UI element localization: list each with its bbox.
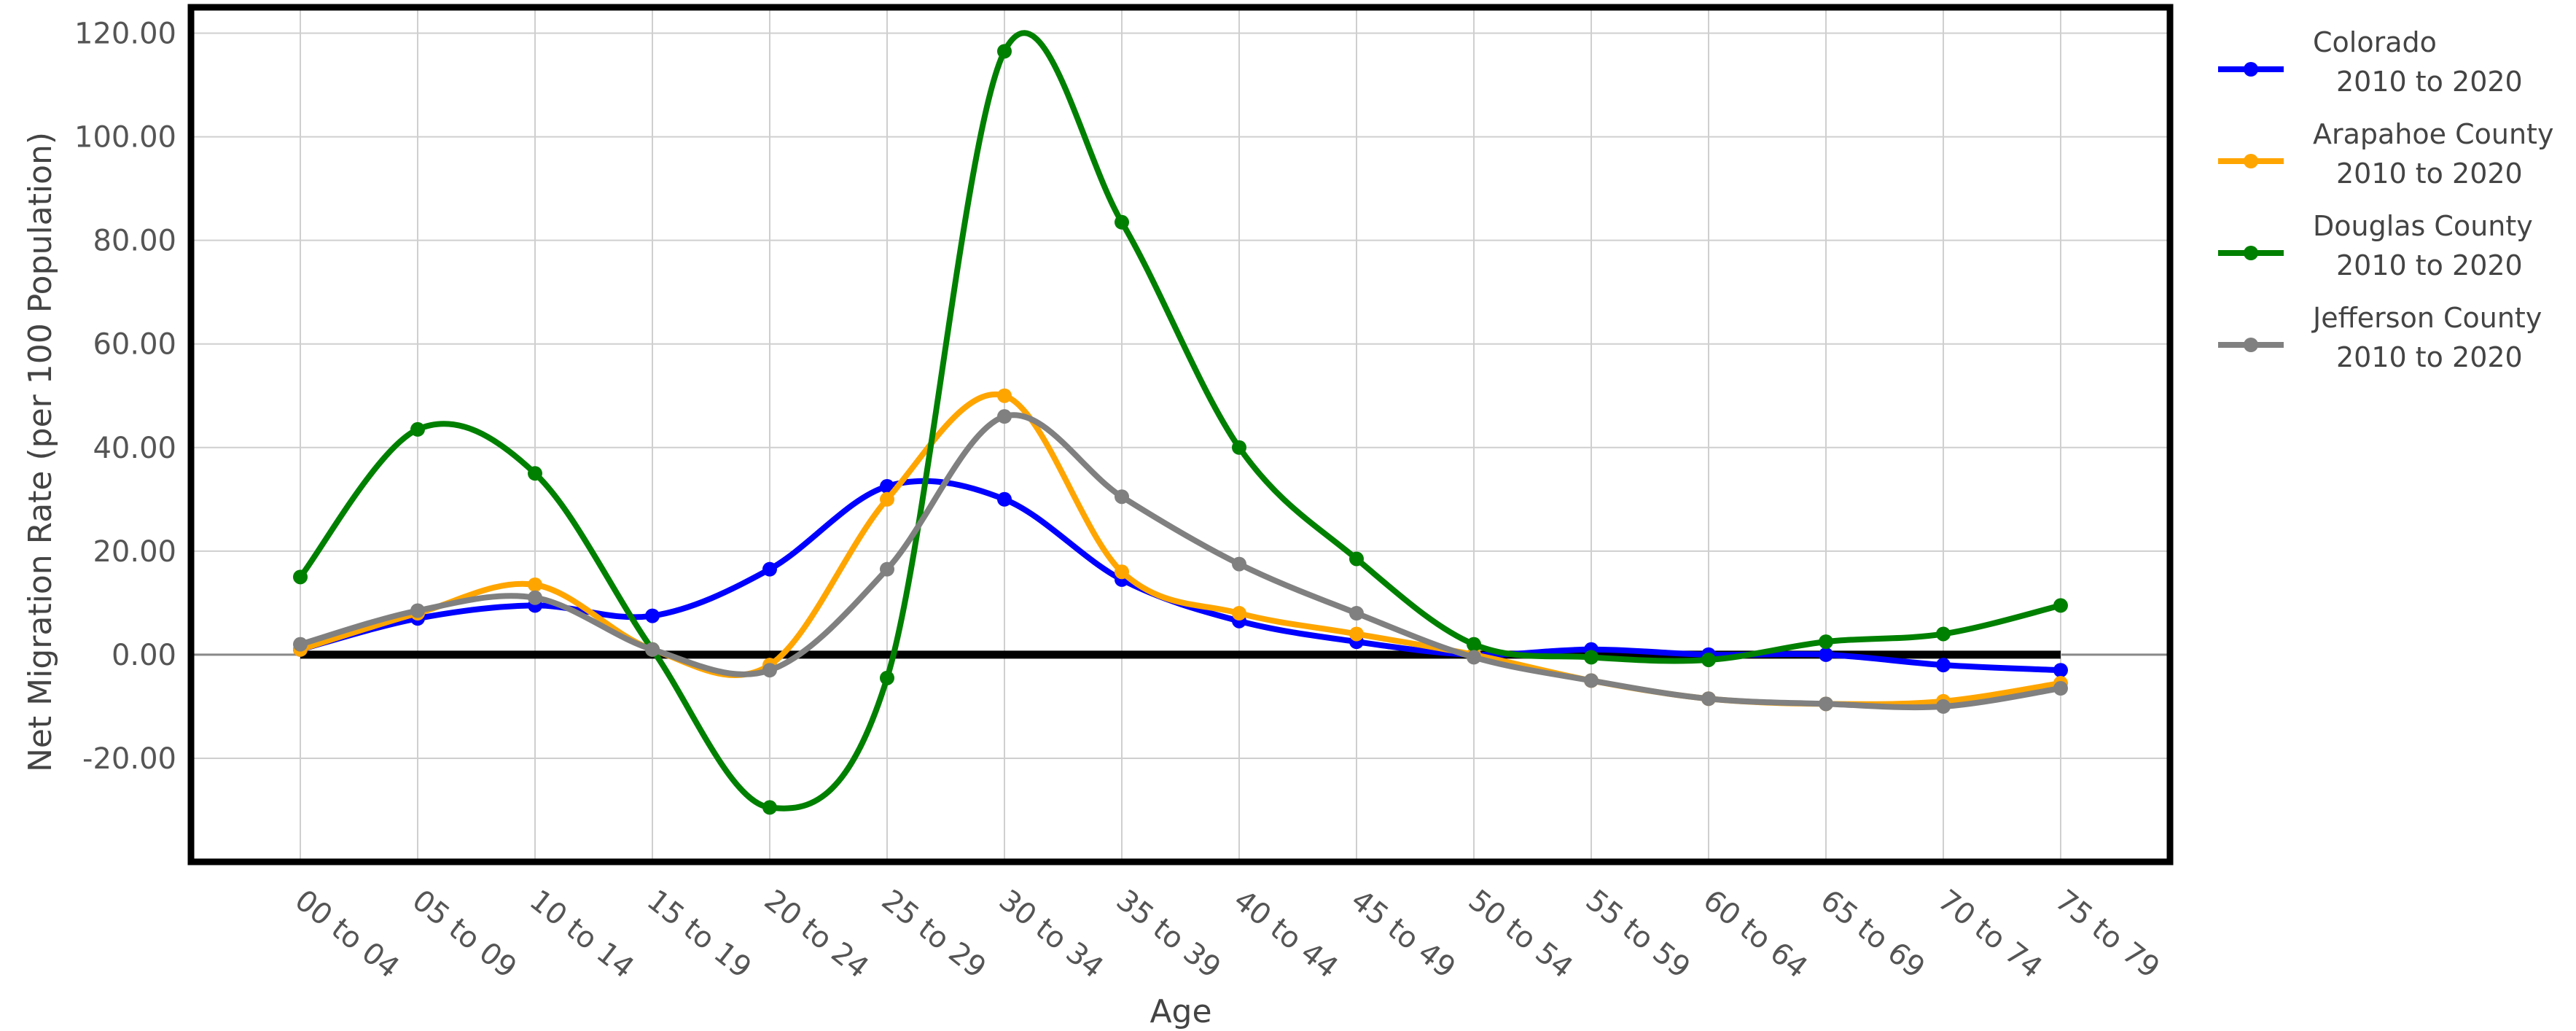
data-point[interactable] xyxy=(2053,681,2068,696)
data-point[interactable] xyxy=(293,569,308,585)
data-point[interactable] xyxy=(293,637,308,652)
data-point[interactable] xyxy=(1232,556,1246,572)
x-tick-label: 45 to 49 xyxy=(1345,884,1461,985)
data-point[interactable] xyxy=(1819,696,1833,712)
x-tick-label: 50 to 54 xyxy=(1462,884,1579,985)
y-axis-ticks: -20.00 0.00 20.00 40.00 60.00 80.00 100.00 120.… xyxy=(74,17,176,776)
x-tick-label: 70 to 74 xyxy=(1932,884,2048,985)
series-arapahoe-county xyxy=(293,388,2068,712)
legend-series-period: 2010 to 2020 xyxy=(2336,249,2523,281)
data-point[interactable] xyxy=(1584,650,1599,665)
data-point[interactable] xyxy=(1701,652,1716,667)
data-point[interactable] xyxy=(880,670,894,685)
data-point[interactable] xyxy=(762,561,777,577)
legend-swatch-marker xyxy=(2244,246,2258,260)
x-tick-label: 30 to 34 xyxy=(993,884,1109,985)
data-point[interactable] xyxy=(1467,637,1481,652)
legend-series-period: 2010 to 2020 xyxy=(2336,66,2523,98)
x-tick-label: 20 to 24 xyxy=(758,884,875,985)
data-point[interactable] xyxy=(997,44,1012,59)
x-tick-label: 60 to 64 xyxy=(1697,884,1814,985)
legend-item[interactable]: Douglas County 2010 to 2020 xyxy=(2218,210,2533,281)
data-point[interactable] xyxy=(645,608,660,623)
plot-border xyxy=(187,4,2174,865)
data-point[interactable] xyxy=(1115,214,1129,230)
data-point[interactable] xyxy=(528,577,542,592)
series-layer xyxy=(293,30,2068,815)
x-tick-label: 10 to 14 xyxy=(523,884,640,985)
data-point[interactable] xyxy=(762,800,777,815)
series-line xyxy=(299,412,2061,711)
data-point[interactable] xyxy=(528,590,542,605)
legend-series-period: 2010 to 2020 xyxy=(2336,341,2523,373)
legend-item[interactable]: Jefferson County 2010 to 2020 xyxy=(2218,302,2542,373)
plot-frame xyxy=(187,4,2174,865)
data-point[interactable] xyxy=(1349,551,1364,567)
data-point[interactable] xyxy=(997,388,1012,403)
data-point[interactable] xyxy=(880,479,894,494)
data-point[interactable] xyxy=(1232,440,1246,455)
x-tick-label: 00 to 04 xyxy=(289,884,405,985)
legend-item[interactable]: Colorado 2010 to 2020 xyxy=(2218,26,2523,98)
data-point[interactable] xyxy=(1584,673,1599,688)
data-point[interactable] xyxy=(645,642,660,657)
x-tick-label: 65 to 69 xyxy=(1814,884,1931,985)
x-tick-label: 25 to 29 xyxy=(875,884,992,985)
series-douglas-county xyxy=(293,30,2068,815)
legend-series-name: Douglas County xyxy=(2313,210,2533,242)
legend-swatch-marker xyxy=(2244,154,2258,168)
data-point[interactable] xyxy=(1819,634,1833,650)
y-tick-label: -20.00 xyxy=(82,742,176,776)
data-point[interactable] xyxy=(1467,650,1481,665)
y-tick-label: 60.00 xyxy=(93,328,176,362)
data-point[interactable] xyxy=(997,409,1012,424)
data-point[interactable] xyxy=(410,421,425,437)
x-tick-label: 35 to 39 xyxy=(1110,884,1227,985)
data-point[interactable] xyxy=(1115,564,1129,580)
data-point[interactable] xyxy=(410,603,425,618)
data-point[interactable] xyxy=(997,491,1012,507)
legend-series-name: Colorado xyxy=(2313,26,2437,58)
data-point[interactable] xyxy=(762,663,777,678)
grid xyxy=(191,7,2170,862)
data-point[interactable] xyxy=(880,491,894,507)
data-point[interactable] xyxy=(2053,598,2068,613)
data-point[interactable] xyxy=(1349,626,1364,642)
x-tick-label: 40 to 44 xyxy=(1227,884,1344,985)
y-axis-title: Net Migration Rate (per 100 Population) xyxy=(22,132,59,772)
x-axis-ticks: 00 to 04 05 to 09 10 to 14 15 to 19 20 to 24… xyxy=(289,884,2166,985)
x-tick-label: 15 to 19 xyxy=(641,884,757,985)
x-tick-label: 75 to 79 xyxy=(2049,884,2166,985)
data-point[interactable] xyxy=(1936,626,1951,642)
legend-series-period: 2010 to 2020 xyxy=(2336,157,2523,190)
y-tick-label: 100.00 xyxy=(74,121,176,155)
legend: Colorado 2010 to 2020 Arapahoe County 2010 … xyxy=(2218,26,2553,373)
data-point[interactable] xyxy=(2053,663,2068,678)
y-tick-label: 80.00 xyxy=(93,225,176,258)
y-tick-label: 0.00 xyxy=(112,639,176,672)
legend-item[interactable]: Arapahoe County 2010 to 2020 xyxy=(2218,118,2553,190)
x-tick-label: 05 to 09 xyxy=(406,884,523,985)
x-tick-label: 55 to 59 xyxy=(1580,884,1696,985)
legend-series-name: Arapahoe County xyxy=(2313,118,2553,150)
legend-swatch-marker xyxy=(2244,62,2258,77)
y-tick-label: 40.00 xyxy=(93,432,176,465)
legend-swatch-marker xyxy=(2244,338,2258,352)
data-point[interactable] xyxy=(1349,606,1364,621)
legend-series-name: Jefferson County xyxy=(2311,302,2542,334)
data-point[interactable] xyxy=(1232,606,1246,621)
data-point[interactable] xyxy=(880,561,894,577)
x-axis-title: Age xyxy=(1150,993,1211,1030)
y-tick-label: 20.00 xyxy=(93,535,176,569)
data-point[interactable] xyxy=(1701,691,1716,707)
series-jefferson-county xyxy=(293,409,2068,714)
data-point[interactable] xyxy=(1115,489,1129,505)
series-line xyxy=(297,30,2061,812)
data-point[interactable] xyxy=(528,466,542,481)
data-point[interactable] xyxy=(1936,658,1951,673)
y-tick-label: 120.00 xyxy=(74,17,176,51)
data-point[interactable] xyxy=(1819,647,1833,662)
data-point[interactable] xyxy=(1936,699,1951,714)
